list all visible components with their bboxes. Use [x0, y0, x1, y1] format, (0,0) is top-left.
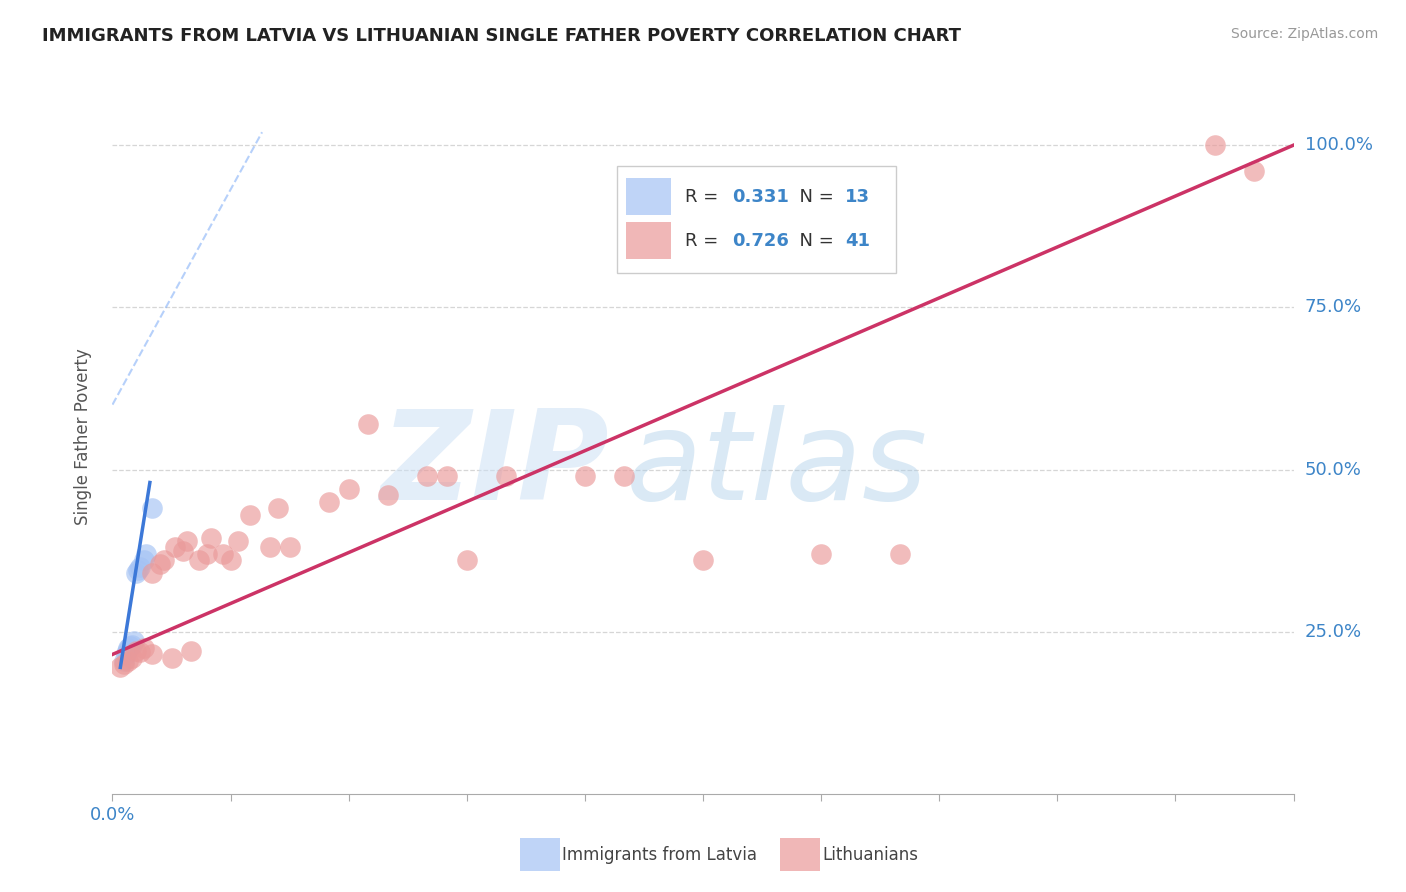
- Text: N =: N =: [787, 232, 839, 250]
- Point: [692, 553, 714, 567]
- Point: [574, 469, 596, 483]
- Point: [132, 553, 155, 567]
- Point: [141, 648, 163, 662]
- Text: R =: R =: [685, 187, 724, 205]
- Text: IMMIGRANTS FROM LATVIA VS LITHUANIAN SINGLE FATHER POVERTY CORRELATION CHART: IMMIGRANTS FROM LATVIA VS LITHUANIAN SIN…: [42, 27, 962, 45]
- Point: [416, 469, 439, 483]
- Point: [110, 660, 132, 674]
- Point: [495, 469, 517, 483]
- Point: [117, 644, 139, 658]
- Text: N =: N =: [787, 187, 839, 205]
- Point: [377, 488, 399, 502]
- Point: [132, 640, 155, 655]
- Point: [129, 559, 152, 574]
- Point: [135, 547, 157, 561]
- Point: [121, 650, 143, 665]
- Point: [259, 541, 281, 555]
- Point: [117, 654, 139, 668]
- Point: [149, 557, 172, 571]
- Point: [278, 541, 301, 555]
- Point: [176, 533, 198, 548]
- Point: [1204, 138, 1226, 153]
- Point: [115, 648, 138, 662]
- Point: [112, 654, 135, 668]
- Point: [228, 533, 250, 548]
- Point: [267, 501, 290, 516]
- Point: [141, 566, 163, 581]
- Text: Immigrants from Latvia: Immigrants from Latvia: [562, 846, 758, 863]
- Point: [121, 638, 143, 652]
- Y-axis label: Single Father Poverty: Single Father Poverty: [73, 349, 91, 525]
- Point: [436, 469, 458, 483]
- Text: Lithuanians: Lithuanians: [823, 846, 918, 863]
- Text: 75.0%: 75.0%: [1305, 298, 1362, 317]
- Point: [1243, 164, 1265, 178]
- Point: [810, 547, 832, 561]
- Text: atlas: atlas: [626, 405, 928, 526]
- Point: [120, 639, 142, 653]
- Point: [117, 640, 139, 655]
- FancyBboxPatch shape: [617, 166, 896, 273]
- Point: [122, 634, 145, 648]
- Text: Source: ZipAtlas.com: Source: ZipAtlas.com: [1230, 27, 1378, 41]
- Text: 0.726: 0.726: [733, 232, 789, 250]
- Point: [219, 553, 242, 567]
- Point: [160, 650, 183, 665]
- Point: [613, 469, 636, 483]
- Point: [188, 553, 211, 567]
- Point: [357, 417, 380, 431]
- Text: 50.0%: 50.0%: [1305, 460, 1361, 478]
- Point: [337, 482, 360, 496]
- Point: [112, 657, 135, 672]
- Point: [211, 547, 233, 561]
- Point: [125, 566, 148, 581]
- Point: [200, 531, 222, 545]
- Point: [165, 541, 187, 555]
- Text: 0.331: 0.331: [733, 187, 789, 205]
- Point: [152, 553, 174, 567]
- Text: 100.0%: 100.0%: [1305, 136, 1372, 154]
- Point: [195, 547, 218, 561]
- Point: [129, 645, 152, 659]
- FancyBboxPatch shape: [626, 178, 671, 215]
- Point: [889, 547, 911, 561]
- Text: R =: R =: [685, 232, 724, 250]
- Point: [125, 644, 148, 658]
- FancyBboxPatch shape: [626, 222, 671, 260]
- Text: 41: 41: [845, 232, 870, 250]
- Text: 25.0%: 25.0%: [1305, 623, 1362, 640]
- Point: [180, 644, 202, 658]
- Text: ZIP: ZIP: [380, 405, 609, 526]
- Point: [456, 553, 478, 567]
- Point: [172, 543, 194, 558]
- Point: [141, 501, 163, 516]
- Point: [318, 495, 340, 509]
- Point: [239, 508, 262, 522]
- Point: [127, 563, 149, 577]
- Text: 13: 13: [845, 187, 870, 205]
